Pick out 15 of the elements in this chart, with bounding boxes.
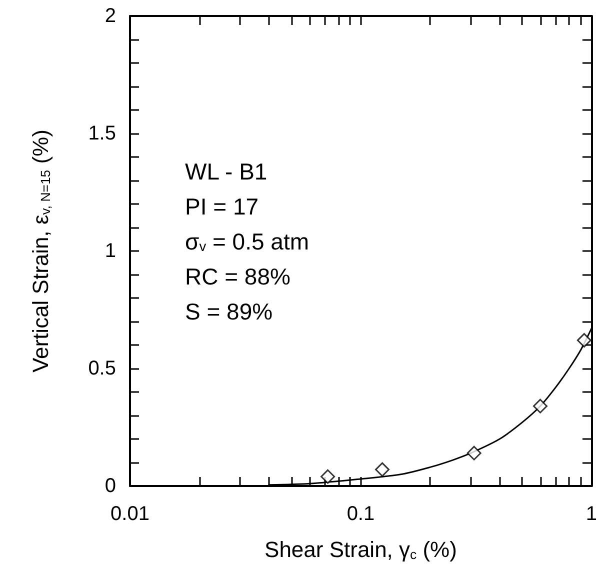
y-tick-label: 1 [104, 240, 116, 262]
x-axis-title: Shear Strain, γc (%) [264, 536, 457, 562]
x-tick-label: 0.01 [110, 503, 150, 525]
annotation: S = 89% [185, 298, 273, 324]
y-tick-label: 0.5 [88, 358, 116, 380]
y-tick-label: 1.5 [88, 122, 116, 144]
y-axis-title: Vertical Strain, εv, N=15 (%) [28, 130, 54, 372]
annotation: WL - B1 [185, 158, 268, 184]
y-tick-label: 0 [104, 475, 116, 497]
y-tick-label: 2 [104, 5, 116, 27]
annotation: PI = 17 [185, 194, 259, 220]
x-tick-label: 0.1 [346, 503, 375, 525]
annotation: RC = 88% [185, 264, 290, 290]
x-tick-label: 1 [586, 503, 597, 525]
annotation: σv = 0.5 atm [185, 228, 310, 254]
